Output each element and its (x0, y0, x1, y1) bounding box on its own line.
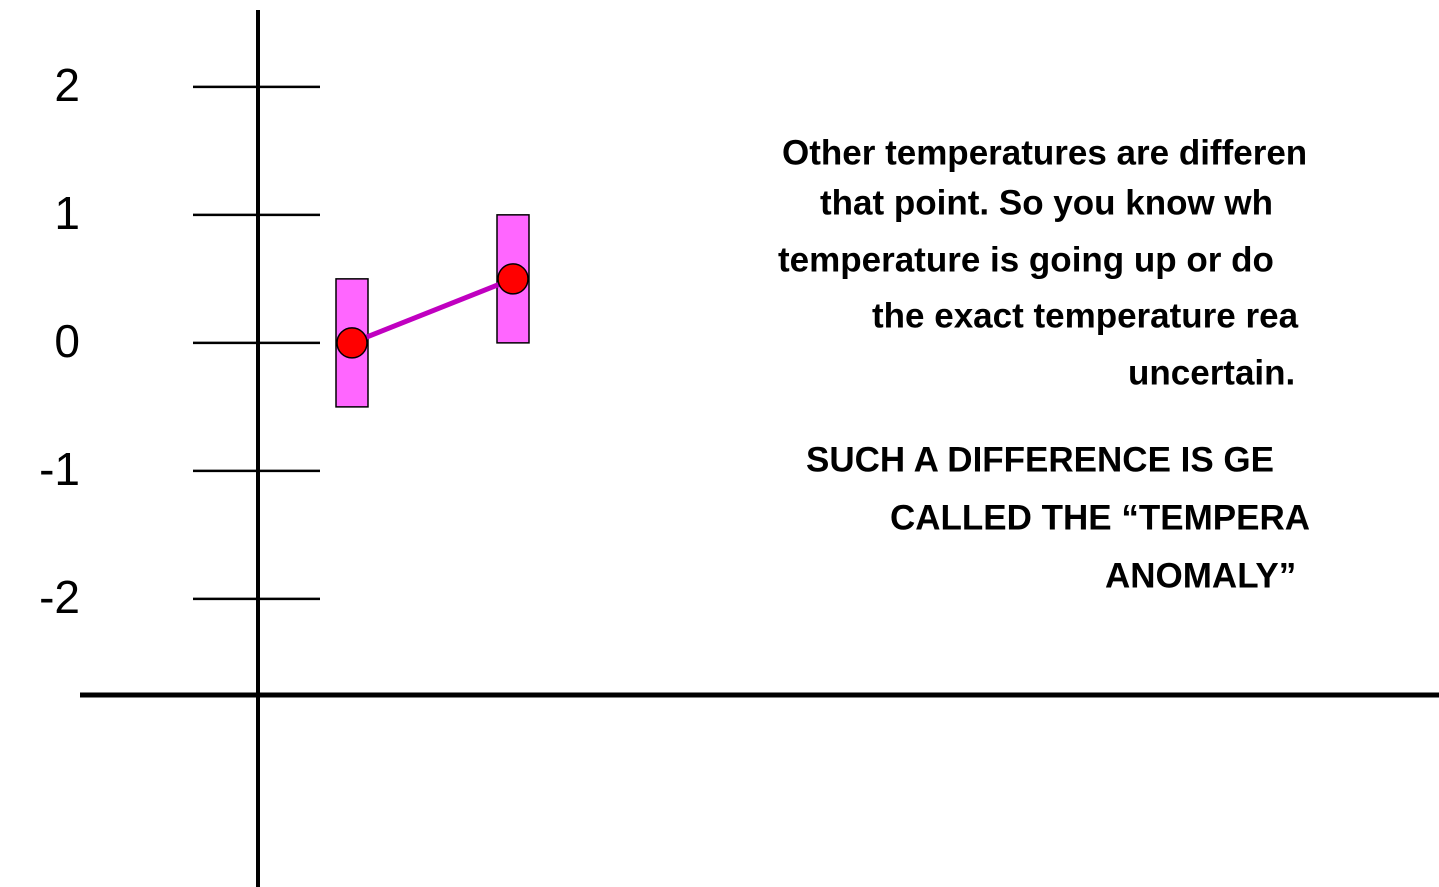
annotation-line: ANOMALY” (1105, 556, 1296, 595)
y-tick-label: 0 (54, 315, 80, 367)
point (497, 263, 529, 295)
y-tick-label: 2 (54, 59, 80, 111)
annotation-line: Other temperatures are differen (782, 133, 1307, 172)
annotation-line: temperature is going up or do (778, 240, 1274, 279)
annotation-line: uncertain. (1128, 353, 1295, 392)
annotation-line: that point. So you know wh (820, 183, 1273, 222)
y-tick-label: -2 (39, 571, 80, 623)
annotation-line: the exact temperature rea (872, 296, 1299, 335)
point (336, 327, 368, 359)
annotation-line: CALLED THE “TEMPERA (890, 498, 1310, 537)
annotation-line: SUCH A DIFFERENCE IS GE (806, 440, 1274, 479)
line (351, 276, 514, 346)
y-tick-label: 1 (54, 187, 80, 239)
y-tick-label: -1 (39, 443, 80, 495)
